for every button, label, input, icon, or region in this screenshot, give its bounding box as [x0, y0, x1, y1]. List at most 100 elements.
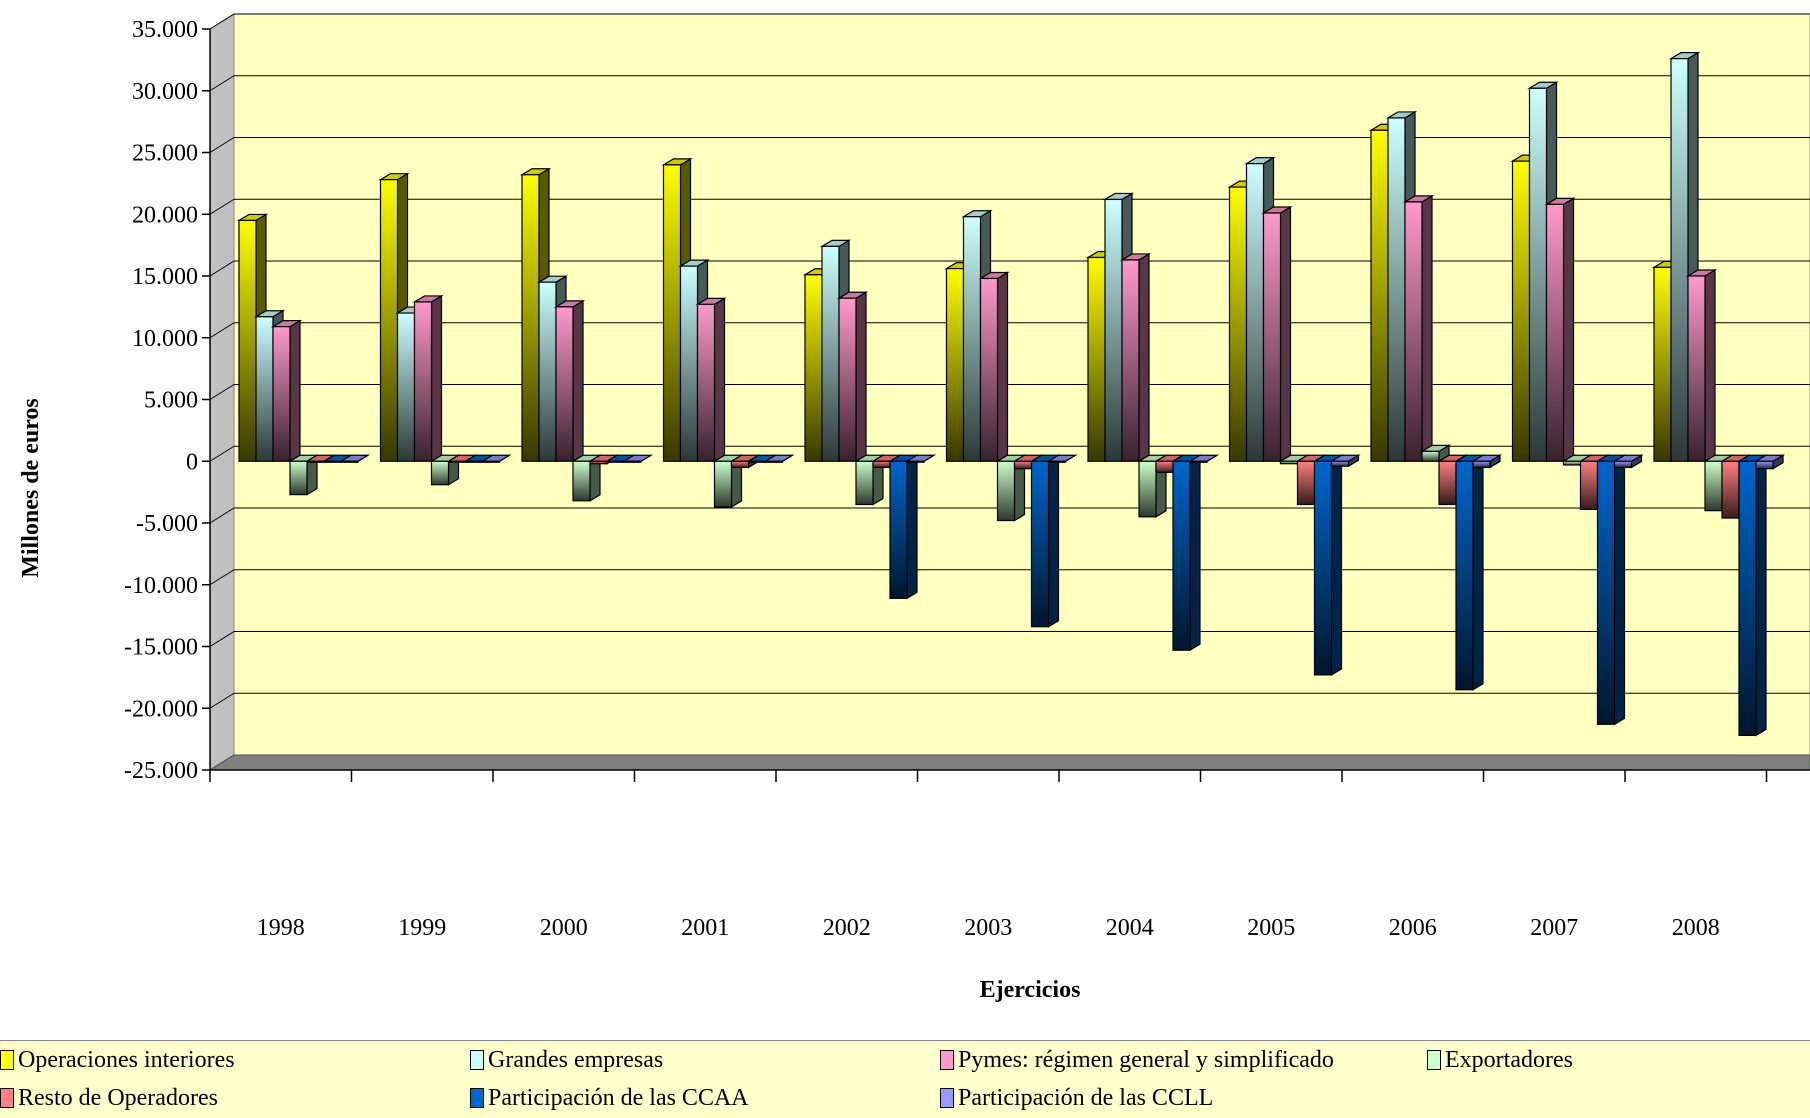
- legend-label: Pymes: régimen general y simplificado: [958, 1046, 1334, 1073]
- bar-front: [1013, 460, 1033, 470]
- bar-front: [447, 460, 467, 463]
- plot-floor: [208, 754, 1810, 771]
- bar-front: [1613, 460, 1633, 469]
- bar-front: [713, 460, 733, 508]
- bar: [1470, 454, 1503, 469]
- legend-swatch: [470, 1050, 484, 1070]
- y-tick-label: 30.000: [132, 79, 198, 105]
- bar-front: [1155, 460, 1174, 473]
- bar-front: [1121, 259, 1140, 462]
- bar-side: [430, 294, 443, 463]
- bar-front: [804, 274, 823, 462]
- bar: [836, 291, 869, 463]
- bar-front: [872, 460, 891, 469]
- bar: [1753, 454, 1786, 470]
- bar-front: [821, 245, 840, 462]
- bar-front: [555, 306, 574, 462]
- y-tick-label: 35.000: [132, 17, 198, 43]
- bar-front: [272, 326, 291, 462]
- x-tick-label: 2008: [1672, 915, 1720, 941]
- bar-front: [1245, 163, 1265, 462]
- bar-front: [1296, 460, 1316, 506]
- bar-front: [1545, 203, 1565, 462]
- bar-front: [1262, 212, 1282, 462]
- legend: Operaciones interiores Grandes empresas Py…: [0, 1040, 1810, 1118]
- legend-label: Resto de Operadores: [18, 1084, 218, 1111]
- bar-front: [1138, 460, 1157, 518]
- y-axis-title: Millones de euros: [18, 398, 44, 578]
- legend-swatch: [1427, 1050, 1441, 1070]
- bar-side: [713, 297, 726, 463]
- bar: [712, 454, 744, 509]
- bar-front: [306, 460, 325, 463]
- bar-side: [1047, 454, 1060, 628]
- gridline-side: [209, 137, 235, 153]
- bar: [995, 454, 1027, 522]
- bar-front: [1438, 460, 1457, 506]
- bar: [904, 454, 937, 463]
- bar-front: [572, 460, 591, 502]
- bar: [1736, 454, 1769, 737]
- bar-front: [730, 460, 750, 469]
- bar-front: [1279, 460, 1299, 465]
- bar-front: [1738, 460, 1757, 737]
- x-axis-title: Ejercicios: [979, 977, 1081, 1003]
- bar-front: [481, 460, 501, 463]
- gridline-side: [209, 260, 235, 277]
- bar-side: [289, 319, 301, 463]
- bar-front: [764, 460, 784, 463]
- bar-side: [1421, 194, 1433, 463]
- legend-swatch: [470, 1088, 484, 1108]
- gridline-side: [209, 198, 235, 215]
- y-tick-label: -20.000: [124, 696, 198, 722]
- gridline-side: [209, 569, 235, 586]
- legend-label: Participación de las CCAA: [488, 1084, 749, 1111]
- legend-label: Participación de las CCLL: [958, 1084, 1214, 1111]
- legend-item: Resto de Operadores: [0, 1083, 218, 1113]
- bar-front: [696, 303, 716, 462]
- bar-front: [1455, 460, 1474, 691]
- x-tick-label: 2005: [1247, 915, 1295, 941]
- bar-front: [1670, 58, 1689, 462]
- bar: [412, 294, 444, 463]
- x-tick-label: 1999: [398, 915, 446, 941]
- y-tick-label: 5.000: [144, 388, 198, 414]
- bar-side: [1138, 252, 1150, 463]
- bar: [338, 454, 371, 463]
- gridline-side: [209, 13, 235, 30]
- bar-side: [1330, 454, 1343, 676]
- bar-side: [1755, 454, 1767, 737]
- bar: [287, 454, 320, 496]
- bar: [978, 271, 1010, 463]
- bar: [570, 454, 603, 502]
- bar: [887, 454, 920, 600]
- bar: [553, 299, 586, 463]
- bar-front: [889, 460, 908, 599]
- y-tick-label: 20.000: [132, 202, 198, 228]
- bar-front: [1370, 129, 1389, 462]
- bar: [1119, 252, 1152, 463]
- y-tick-label: -10.000: [124, 573, 198, 599]
- bar-front: [1472, 460, 1491, 469]
- bar: [1329, 454, 1361, 468]
- legend-swatch: [940, 1050, 954, 1070]
- gridline-side: [209, 631, 235, 647]
- bar-front: [1404, 201, 1423, 462]
- legend-label: Exportadores: [1445, 1046, 1573, 1073]
- x-tick-label: 2006: [1389, 915, 1437, 941]
- bar-side: [855, 291, 867, 463]
- bar-front: [589, 460, 608, 465]
- bar-front: [1313, 460, 1333, 676]
- bar-front: [396, 312, 416, 462]
- gridline-side: [209, 507, 235, 524]
- x-tick-label: 2004: [1106, 915, 1154, 941]
- bars-group: [236, 51, 1786, 737]
- bar: [1029, 454, 1061, 628]
- bar-front: [430, 460, 450, 486]
- bar-front: [1421, 450, 1440, 462]
- bar-front: [1511, 160, 1531, 462]
- bar: [1046, 454, 1078, 463]
- bar-side: [572, 299, 584, 463]
- gridline-side: [209, 445, 235, 462]
